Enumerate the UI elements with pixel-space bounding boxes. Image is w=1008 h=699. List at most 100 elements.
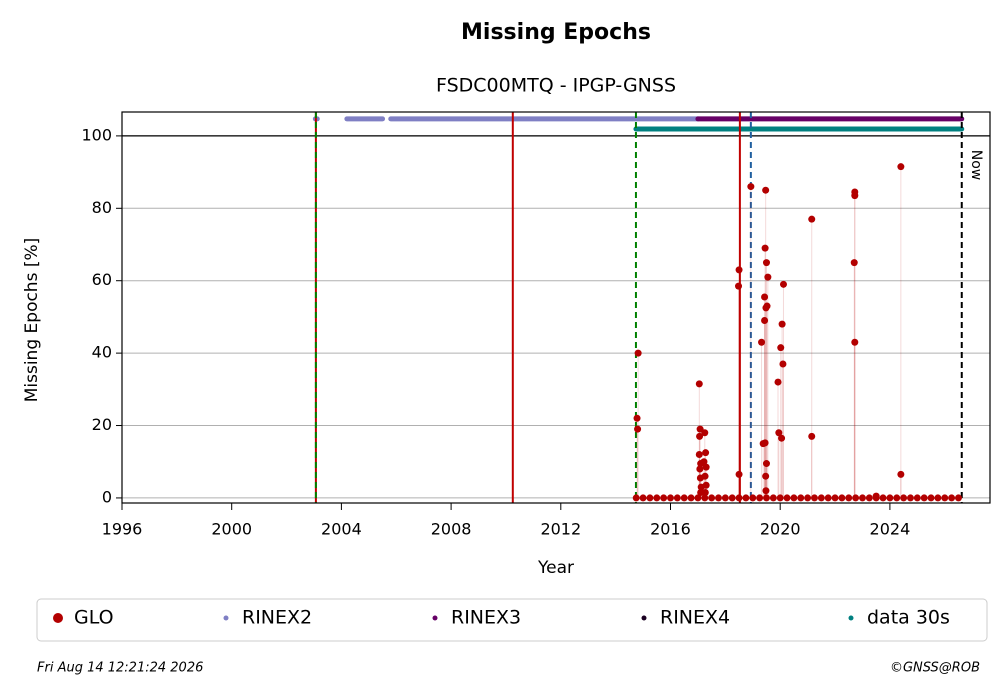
y-tick-label: 20 [92,415,112,434]
data-point [779,280,787,288]
data-point [633,414,641,422]
data-point [735,470,743,478]
data-point [845,494,853,502]
data-point [824,494,832,502]
data-point [769,494,777,502]
data-point [810,494,818,502]
x-tick-label: 2012 [540,520,581,539]
data-point [808,215,816,223]
legend-label: RINEX4 [660,607,730,629]
legend-label: GLO [74,607,114,629]
chart-title: Missing Epochs [461,20,651,45]
data-point [762,460,770,468]
chart-subtitle: FSDC00MTQ - IPGP-GNSS [436,75,676,97]
data-point [701,494,709,502]
data-point [851,338,859,346]
data-point [886,494,894,502]
data-point [783,494,791,502]
data-point [927,494,935,502]
data-point [775,429,783,437]
data-point [653,494,661,502]
y-tick-label: 80 [92,198,112,217]
data-point [804,494,812,502]
data-point [696,465,704,473]
data-point [632,494,640,502]
data-point [702,463,710,471]
y-tick-label: 40 [92,343,112,362]
data-point [774,378,782,386]
data-point [817,494,825,502]
y-tick-label: 0 [102,487,112,506]
data-point [858,494,866,502]
data-point [872,494,880,502]
data-point [865,494,873,502]
data-point [762,304,770,312]
data-point [695,380,703,388]
data-point [696,432,704,440]
legend-marker [223,615,229,621]
data-point [708,494,716,502]
data-point [761,293,769,301]
data-point [920,494,928,502]
legend-marker [641,615,647,621]
data-point [735,266,743,274]
data-point [764,273,772,281]
data-point [776,494,784,502]
data-point [954,494,962,502]
data-point [701,429,709,437]
data-point [934,494,942,502]
data-point [897,163,905,171]
data-point [700,458,708,466]
data-point [879,494,887,502]
data-point [941,494,949,502]
data-point [790,494,798,502]
data-point [721,494,729,502]
data-point [779,360,787,368]
x-tick-label: 2000 [211,520,252,539]
data-point [762,494,770,502]
data-point [639,494,647,502]
legend-marker [53,613,63,623]
data-point [701,472,709,480]
credit: ©GNSS@ROB [890,661,980,676]
data-point [897,470,905,478]
data-point [850,259,858,267]
data-point [747,183,755,191]
data-point [695,450,703,458]
data-point [893,494,901,502]
now-label: Now [968,150,984,181]
data-point [851,192,859,200]
legend-label: RINEX3 [451,607,521,629]
data-point [634,349,642,357]
data-point [735,282,743,290]
data-point [761,244,769,252]
legend-marker [432,615,438,621]
legend-marker [848,615,854,621]
data-point [762,186,770,194]
data-point [906,494,914,502]
data-point [762,487,770,495]
data-point [714,494,722,502]
data-point [778,434,786,442]
plot-frame [121,111,991,504]
data-point [702,449,710,457]
data-point [797,494,805,502]
x-axis-label: Year [537,558,574,578]
data-point [900,494,908,502]
timestamp: Fri Aug 14 12:21:24 2026 [37,661,203,676]
y-axis-label: Missing Epochs [%] [22,238,42,403]
data-point [735,494,743,502]
data-point [778,320,786,328]
data-point [948,494,956,502]
x-tick-label: 2008 [431,520,472,539]
data-point [646,494,654,502]
data-point [762,259,770,267]
data-point [762,472,770,480]
data-point [728,494,736,502]
x-tick-label: 2004 [321,520,362,539]
data-point [660,494,668,502]
x-tick-label: 2016 [650,520,691,539]
data-point [756,494,764,502]
data-point [687,494,695,502]
data-point [761,317,769,325]
